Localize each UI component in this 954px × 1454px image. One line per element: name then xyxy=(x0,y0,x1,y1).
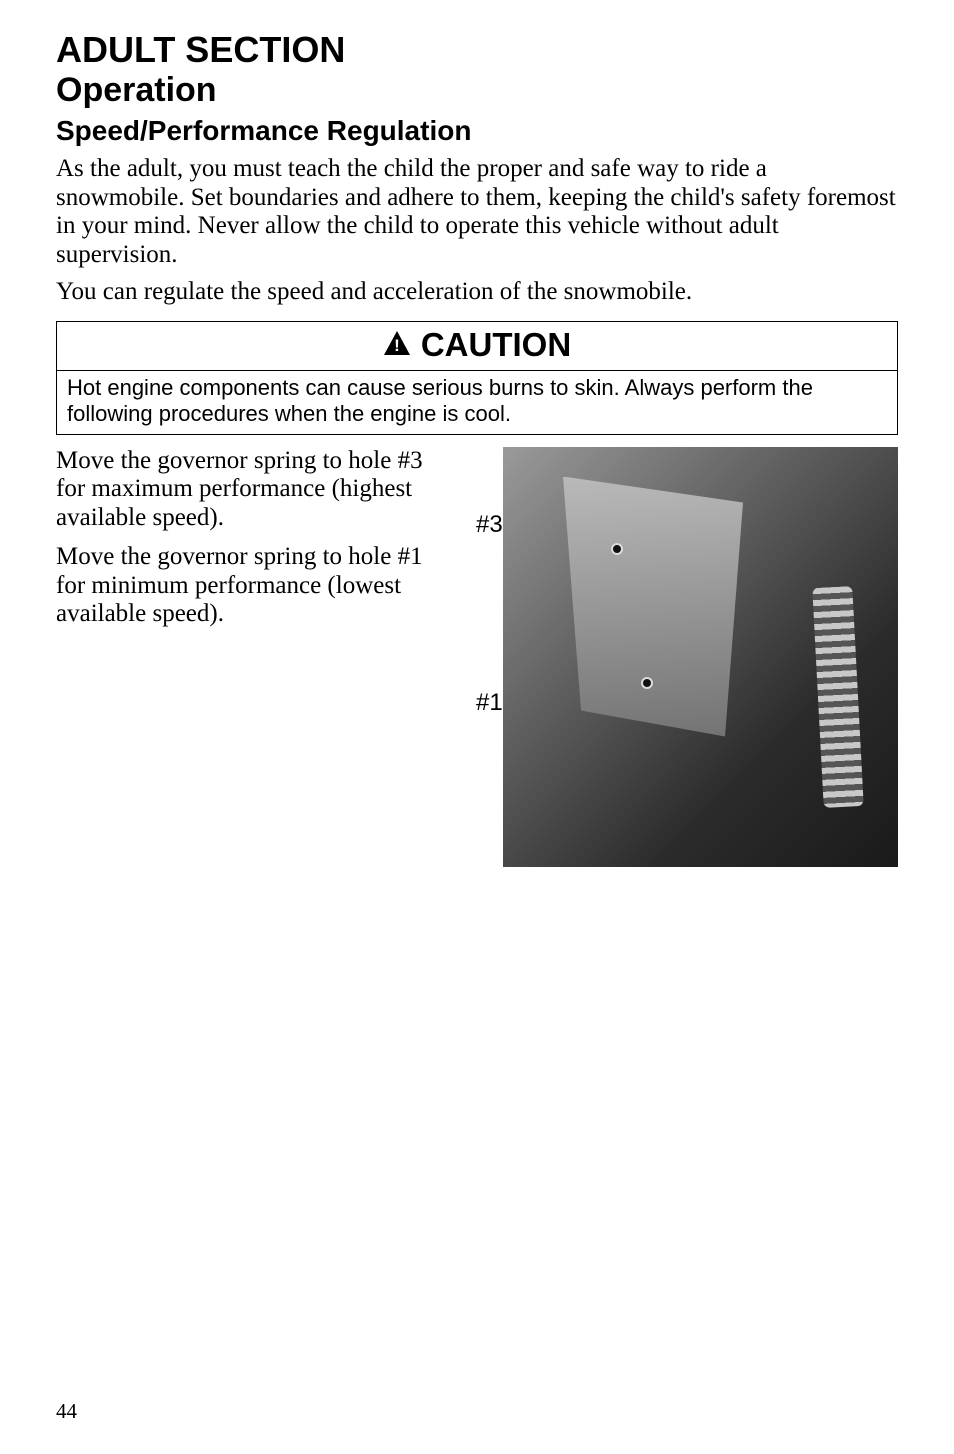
page-number: 44 xyxy=(56,1399,77,1424)
caution-body-text: Hot engine components can cause serious … xyxy=(57,371,897,434)
hole-3-marker xyxy=(611,543,623,555)
figure-label-hole3: #3 xyxy=(476,511,503,539)
warning-triangle-icon: ! xyxy=(383,326,411,364)
governor-max-paragraph: Move the governor spring to hole #3 for … xyxy=(56,447,456,533)
left-text-column: Move the governor spring to hole #3 for … xyxy=(56,447,456,877)
caution-title-row: ! CAUTION xyxy=(383,326,571,364)
topic-heading: Speed/Performance Regulation xyxy=(56,115,898,147)
governor-spring-shape xyxy=(812,586,863,808)
regulate-paragraph: You can regulate the speed and accelerat… xyxy=(56,278,898,307)
content-columns: Move the governor spring to hole #3 for … xyxy=(56,447,898,877)
figure-label-hole1: #1 xyxy=(476,689,503,717)
engine-bracket-shape xyxy=(563,477,743,737)
governor-min-paragraph: Move the governor spring to hole #1 for … xyxy=(56,543,456,629)
subsection-heading: Operation xyxy=(56,72,898,109)
caution-header: ! CAUTION xyxy=(57,322,897,371)
caution-box: ! CAUTION Hot engine components can caus… xyxy=(56,321,898,435)
caution-title-text: CAUTION xyxy=(421,326,571,364)
governor-spring-photo xyxy=(503,447,898,867)
figure-area: #3 #1 xyxy=(476,447,898,877)
svg-text:!: ! xyxy=(394,336,400,355)
intro-paragraph: As the adult, you must teach the child t… xyxy=(56,155,898,270)
hole-1-marker xyxy=(641,677,653,689)
section-heading: ADULT SECTION xyxy=(56,30,898,70)
